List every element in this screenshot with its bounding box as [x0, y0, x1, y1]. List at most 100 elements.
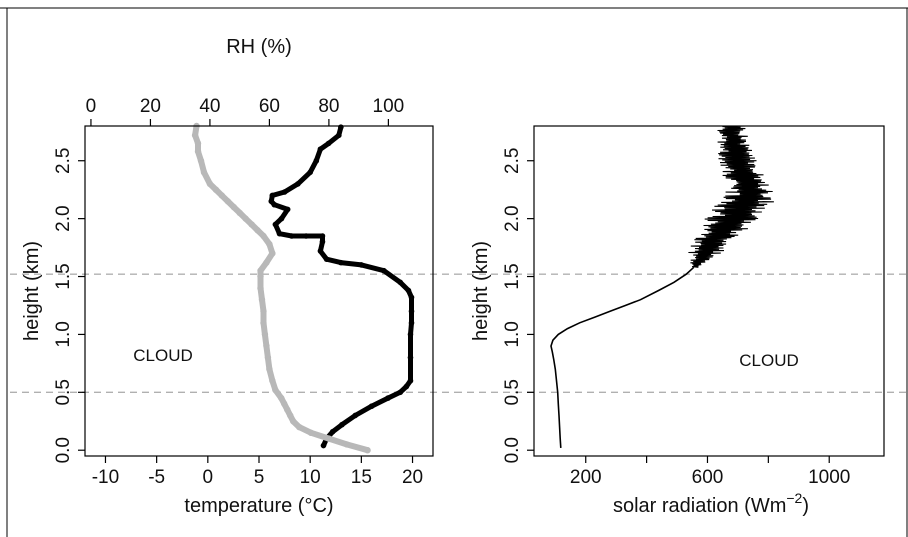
left-top-tick-label: 80	[318, 96, 339, 117]
temperature-point	[408, 320, 415, 326]
right-x-axis-title-suffix: )	[802, 495, 809, 517]
right-chart-panel: 200 600 1000 0.0 0.5 1.0 1.5 2.0 2.5 sol…	[455, 125, 906, 517]
rh-point	[258, 296, 266, 303]
temperature-point	[320, 442, 327, 449]
rh-point	[260, 319, 267, 327]
temperature-point	[284, 206, 291, 213]
rh-point	[212, 186, 220, 193]
right-x-axis-title-main: solar radiation (Wm	[613, 495, 786, 517]
right-x-axis-title: solar radiation (Wm−2)	[613, 490, 809, 517]
rh-point	[263, 259, 270, 266]
right-x-axis-title-superscript: −2	[786, 490, 802, 506]
right-y-axis: 0.0 0.5 1.0 1.5 2.0 2.5	[502, 148, 534, 463]
left-x-tick-label: 0	[203, 467, 214, 488]
right-data-layer	[550, 125, 774, 448]
rh-point	[264, 354, 272, 361]
left-top-tick-label: 20	[140, 96, 161, 117]
rh-point	[284, 406, 291, 413]
temperature-point	[403, 383, 410, 390]
rh-point	[197, 157, 205, 164]
rh-point	[263, 342, 270, 350]
left-y-tick-label: 2.0	[53, 205, 74, 231]
temperature-point	[397, 279, 404, 286]
rh-point	[194, 148, 202, 155]
rh-series-line	[192, 123, 371, 454]
temperature-point	[269, 192, 276, 199]
rh-point	[248, 221, 255, 228]
left-y-tick-label: 1.0	[53, 321, 74, 347]
temperature-point	[317, 248, 324, 254]
temperature-point	[407, 377, 414, 384]
rh-point	[325, 435, 333, 442]
right-y-tick-label: 1.5	[502, 263, 523, 289]
rh-point	[287, 412, 294, 419]
rh-point	[254, 227, 261, 234]
temperature-point	[323, 256, 330, 262]
left-y-tick-label: 0.5	[53, 379, 74, 405]
rh-point	[290, 418, 297, 425]
temperature-point	[338, 259, 344, 266]
temperature-point	[317, 146, 324, 152]
left-x-axis-title: temperature (°C)	[184, 495, 333, 517]
rh-point	[218, 192, 226, 199]
right-x-tick-label: 1000	[808, 467, 850, 488]
temperature-point	[307, 169, 313, 176]
rh-point	[260, 308, 267, 315]
temperature-point	[281, 189, 288, 195]
temperature-point	[408, 294, 415, 301]
rh-point	[230, 203, 237, 211]
left-data-layer	[191, 122, 415, 454]
temperature-point	[278, 215, 285, 222]
left-y-tick-label: 1.5	[53, 263, 74, 289]
rh-point	[224, 198, 231, 205]
temperature-point	[336, 132, 342, 139]
rh-point	[191, 132, 199, 139]
right-y-tick-label: 0.5	[502, 379, 523, 405]
temperature-point	[319, 233, 326, 239]
rh-point	[307, 429, 315, 437]
right-y-tick-label: 2.0	[502, 205, 523, 231]
temperature-point	[338, 124, 344, 130]
temperature-point	[358, 262, 365, 268]
temperature-point	[397, 389, 404, 396]
rh-point	[278, 394, 285, 402]
left-x-tick-label: 10	[300, 467, 321, 488]
temperature-point	[408, 308, 415, 315]
rh-point	[257, 284, 264, 292]
left-top-tick-label: 0	[86, 96, 97, 117]
rh-point	[194, 140, 202, 147]
temperature-point	[303, 233, 309, 239]
left-top-tick-label: 100	[373, 96, 405, 117]
solar-radiation-noisy-line	[688, 125, 774, 268]
rh-point	[200, 169, 208, 176]
temperature-point	[352, 412, 359, 419]
rh-point	[236, 209, 243, 217]
right-x-tick-label: 600	[692, 467, 724, 488]
left-cloud-label: CLOUD	[133, 346, 193, 365]
rh-point	[343, 441, 350, 448]
left-x-tick-label: -10	[92, 467, 119, 488]
temperature-point	[272, 221, 279, 228]
rh-point	[261, 331, 269, 338]
right-y-axis-title: height (km)	[470, 241, 492, 341]
left-top-axis: 0 20 40 60 80 100	[86, 96, 405, 126]
rh-point	[364, 447, 371, 454]
left-y-tick-label: 2.5	[53, 148, 74, 174]
rh-point	[281, 400, 288, 408]
left-x-tick-label: 15	[351, 467, 372, 488]
right-y-tick-label: 0.0	[502, 437, 523, 463]
left-top-axis-title: RH (%)	[226, 36, 292, 58]
rh-point	[206, 180, 214, 188]
temperature-point	[295, 181, 301, 187]
right-y-tick-label: 1.0	[502, 321, 523, 347]
temperature-point	[325, 140, 332, 147]
temperature-point	[407, 354, 414, 361]
rh-point	[272, 386, 279, 394]
left-x-tick-label: 20	[402, 467, 423, 488]
rh-point	[269, 250, 276, 257]
left-x-tick-label: 5	[254, 467, 265, 488]
temperature-point	[339, 421, 345, 428]
temperature-point	[329, 428, 336, 435]
temperature-point	[319, 238, 326, 245]
